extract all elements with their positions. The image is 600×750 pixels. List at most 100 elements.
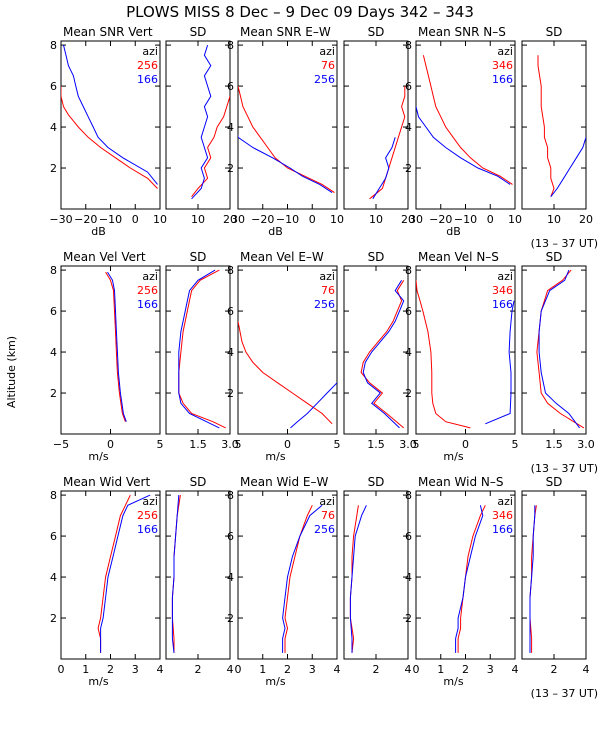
panel-wid-ns-sd: SD 2 4 [521,475,590,676]
y-tick-label: 2 [227,162,234,175]
x-tick-label: 10 [369,213,383,226]
legend-entry-166: 166 [137,523,158,536]
x-tick-label: 1.5 [545,438,563,451]
x-tick-label: 0 [309,213,316,226]
series-line-red-76 [369,86,406,200]
panel-vel-vert-sd: SD 1.5 3.0 [165,250,239,451]
panel-vel-ew-sd: SD 1.5 3.0 [343,250,417,451]
panel-wid-ew-sd: SD 2 4 [343,475,412,676]
series-line-blue-166 [63,44,158,185]
series-line-blue-166 [455,505,484,653]
legend-entry-166: 166 [492,523,513,536]
legend-heading: azi [142,495,158,508]
panel-snr-ew-sd: SD 10 20 [343,25,415,226]
x-axis-label: dB [268,225,283,238]
axes-frame [521,40,587,210]
x-tick-label: 10 [153,213,167,226]
x-tick-label: 3.0 [221,438,239,451]
series-line-red-346 [536,269,585,429]
series-line-blue-166 [191,44,212,200]
axes-frame [343,40,409,210]
y-tick-label: 2 [405,162,412,175]
x-tick-label: 1 [437,663,444,676]
series-line-blue-256 [349,505,367,653]
series-line-red-346 [457,505,486,653]
legend-heading: azi [319,45,335,58]
panel-snr-ns-sd: SD 10 20 [521,25,593,226]
y-tick-label: 6 [50,80,57,93]
x-tick-label: 4 [334,663,341,676]
legend-entry-256: 256 [137,59,158,72]
x-tick-label: 0 [487,213,494,226]
legend-entry-256: 256 [137,509,158,522]
y-tick-label: 6 [227,305,234,318]
series-line-red-256 [191,96,230,198]
x-tick-label: 5 [157,438,164,451]
x-tick-label: 10 [547,213,561,226]
x-tick-label: −20 [429,213,452,226]
y-tick-label: 8 [227,39,234,52]
x-tick-label: 20 [401,213,415,226]
series-line-red-76 [284,505,313,653]
x-tick-label: 10 [191,213,205,226]
y-tick-label: 8 [405,264,412,277]
x-tick-label: 0 [462,438,469,451]
series-line-blue-166 [485,300,515,425]
series-line-red-256 [97,494,131,653]
series-line-blue-166 [100,494,151,653]
y-tick-label: 2 [405,387,412,400]
axes-frame [165,490,231,660]
axes-frame [343,490,409,660]
x-tick-label: 0 [132,213,139,226]
legend-heading: azi [142,270,158,283]
y-tick-label: 4 [50,346,57,359]
panel-wid-vert-sd: SD 2 4 [165,475,234,676]
y-tick-label: 6 [50,530,57,543]
legend-entry-256: 256 [314,523,335,536]
x-axis-label: m/s [443,450,463,463]
x-tick-label: −10 [276,213,299,226]
y-tick-label: 6 [405,305,412,318]
series-line-blue-166 [416,106,511,185]
panel-title: SD [546,250,563,264]
series-line-blue-166 [107,271,127,422]
x-tick-label: 10 [508,213,522,226]
series-line-blue-256 [238,135,333,194]
x-tick-label: 2 [195,663,202,676]
panel-title: SD [190,250,207,264]
y-tick-label: 4 [405,121,412,134]
time-range-note-2: (13 – 37 UT) [531,462,598,475]
panel-title: SD [190,25,207,39]
x-tick-label: 3 [309,663,316,676]
x-tick-label: −10 [99,213,122,226]
legend-entry-256: 256 [137,284,158,297]
panel-title: SD [368,475,385,489]
time-range-note-3: (13 – 37 UT) [531,687,598,700]
x-tick-label: 0 [107,438,114,451]
time-range-note-1: (13 – 37 UT) [531,237,598,250]
y-tick-label: 2 [227,612,234,625]
y-tick-label: 2 [227,387,234,400]
panel-snr-vert-sd: SD 10 20 [165,25,237,226]
x-tick-label: 2 [551,663,558,676]
legend-heading: azi [319,495,335,508]
series-line-blue-166 [550,137,586,198]
x-axis-label: dB [446,225,461,238]
series-line-blue-166 [538,269,581,429]
legend-entry-76: 76 [321,59,335,72]
series-line-blue-166 [529,505,536,653]
series-line-red-76 [360,280,405,429]
panel-title: Mean Vel N–S [418,250,499,264]
y-tick-label: 8 [50,264,57,277]
x-tick-label: 1.5 [367,438,385,451]
y-tick-label: 4 [227,121,234,134]
x-axis-label: m/s [88,675,108,688]
panel-title: Mean SNR E–W [240,25,331,39]
legend-heading: azi [319,270,335,283]
series-line-blue-166 [178,269,220,429]
y-tick-label: 4 [50,571,57,584]
legend-entry-166: 166 [492,298,513,311]
series-line-red-256 [105,271,126,422]
